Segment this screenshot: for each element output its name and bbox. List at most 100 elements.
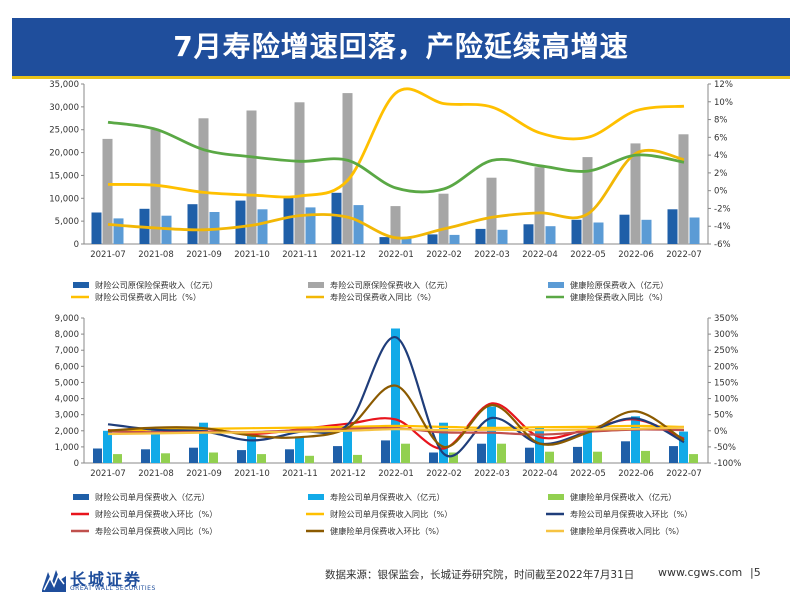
- bar-1: [235, 200, 246, 244]
- left-tick-label: 7,000: [55, 346, 79, 356]
- bar-1: [523, 224, 534, 244]
- bar-3: [593, 222, 604, 244]
- legend-swatch: [308, 282, 324, 288]
- bar-3: [593, 451, 602, 463]
- chart-annual-premium: 0 5,000 10,000 15,000 20,000 25,000 30,000 35,0…: [49, 80, 733, 302]
- right-tick-label: 8%: [714, 116, 728, 126]
- bar-3: [305, 207, 316, 244]
- bar-3: [641, 219, 652, 244]
- legend-label: 寿险公司原保险保费收入（亿元）: [330, 280, 453, 290]
- great-wall-icon: [42, 570, 66, 592]
- bar-1: [189, 447, 198, 463]
- x-tick-label: 2022-05: [570, 250, 606, 260]
- bar-3: [305, 455, 314, 464]
- bar-2: [247, 435, 256, 463]
- legend-label: 财险公司原保险保费收入（亿元）: [95, 280, 218, 290]
- legend-swatch: [73, 494, 89, 500]
- x-tick-label: 2022-07: [666, 469, 702, 479]
- bar-2: [439, 422, 448, 463]
- legend-label: 健康险保费收入同比（%）: [570, 292, 668, 302]
- right-tick-label: 2%: [714, 169, 728, 179]
- bar-3: [449, 234, 460, 244]
- slide-title: 7月寿险增速回落，产险延续高增速: [173, 30, 629, 63]
- legend-label: 寿险公司单月保费收入环比（%）: [570, 509, 692, 519]
- x-tick-label: 2021-07: [90, 469, 126, 479]
- series-line-5: [107, 384, 685, 449]
- series-line-2: [107, 148, 685, 240]
- bar-1: [429, 452, 438, 463]
- legend-swatch: [548, 494, 564, 500]
- website-link[interactable]: www.cgws.com: [658, 566, 743, 579]
- x-tick-label: 2022-07: [666, 250, 702, 260]
- bar-1: [667, 209, 678, 244]
- bar-2: [294, 102, 305, 244]
- right-tick-label: -2%: [714, 204, 731, 214]
- x-tick-label: 2021-10: [234, 250, 270, 260]
- page-number: |5: [750, 566, 761, 579]
- bar-2: [343, 430, 352, 463]
- bar-1: [477, 443, 486, 463]
- right-tick-label: -6%: [714, 240, 731, 250]
- bar-2: [535, 427, 544, 463]
- x-tick-label: 2021-11: [282, 250, 318, 260]
- legend-label: 财险公司单月保费收入同比（%）: [330, 509, 452, 519]
- left-tick-label: 9,000: [55, 314, 79, 324]
- bar-3: [353, 454, 362, 463]
- bar-1: [141, 449, 150, 463]
- right-tick-label: 100%: [714, 395, 738, 405]
- bar-2: [342, 93, 353, 244]
- bar-1: [187, 204, 198, 244]
- bar-3: [545, 451, 554, 463]
- bar-1: [621, 441, 630, 464]
- right-tick-label: -50%: [714, 443, 736, 453]
- left-tick-label: 25,000: [49, 126, 79, 136]
- legend-label: 寿险公司保费收入同比（%）: [330, 292, 436, 302]
- x-tick-label: 2022-04: [522, 469, 558, 479]
- bar-2: [583, 429, 592, 463]
- x-tick-label: 2022-04: [522, 250, 558, 260]
- bar-1: [619, 214, 630, 244]
- legend-label: 财险公司保费收入同比（%）: [95, 292, 201, 302]
- series-line-3: [107, 120, 685, 194]
- bar-1: [333, 446, 342, 463]
- bar-2: [534, 167, 545, 244]
- bar-1: [331, 192, 342, 244]
- bar-1: [237, 450, 246, 463]
- legend-swatch: [308, 494, 324, 500]
- x-tick-label: 2021-10: [234, 469, 270, 479]
- bar-2: [390, 206, 401, 244]
- bar-1: [285, 449, 294, 463]
- legend-label: 财险公司单月保费收入（亿元）: [95, 492, 210, 502]
- right-tick-label: 50%: [714, 411, 733, 421]
- bar-3: [449, 452, 458, 463]
- bar-2: [678, 134, 689, 244]
- right-tick-label: 300%: [714, 330, 738, 340]
- left-tick-label: 35,000: [49, 80, 79, 90]
- bar-1: [427, 234, 438, 244]
- right-tick-label: -4%: [714, 222, 731, 232]
- bar-3: [497, 443, 506, 463]
- bar-3: [641, 450, 650, 463]
- bar-2: [487, 406, 496, 463]
- bar-2: [438, 193, 449, 244]
- right-tick-label: 200%: [714, 362, 738, 372]
- series-line-6: [107, 426, 685, 436]
- left-tick-label: 1,000: [55, 443, 79, 453]
- x-tick-label: 2022-03: [474, 250, 510, 260]
- data-source-note: 数据来源：银保监会，长城证券研究院，时间截至2022年7月31日: [325, 569, 635, 581]
- bar-1: [379, 237, 390, 244]
- bar-3: [689, 217, 700, 244]
- x-tick-label: 2021-12: [330, 469, 366, 479]
- left-tick-label: 8,000: [55, 330, 79, 340]
- x-tick-label: 2022-06: [618, 250, 654, 260]
- bar-2: [102, 138, 113, 244]
- bar-2: [150, 129, 161, 244]
- legend-label: 健康险单月保费收入（亿元）: [570, 492, 676, 502]
- left-tick-label: 0: [74, 240, 79, 250]
- bar-3: [113, 218, 124, 244]
- left-tick-label: 0: [74, 459, 79, 469]
- x-tick-label: 2021-11: [282, 469, 318, 479]
- bar-1: [93, 448, 102, 463]
- right-tick-label: 150%: [714, 378, 738, 388]
- x-tick-label: 2021-12: [330, 250, 366, 260]
